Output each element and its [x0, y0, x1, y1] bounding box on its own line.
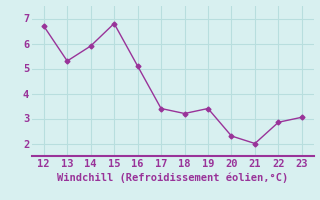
X-axis label: Windchill (Refroidissement éolien,°C): Windchill (Refroidissement éolien,°C): [57, 173, 288, 183]
